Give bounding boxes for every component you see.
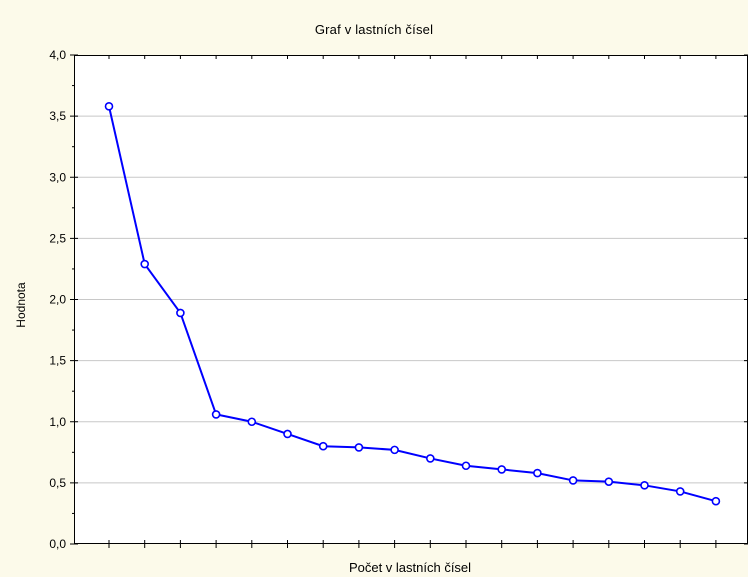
y-tick-label: 0,0 — [49, 537, 66, 551]
data-point — [140, 259, 149, 269]
y-tick-label: 2,5 — [49, 231, 66, 245]
data-point — [354, 443, 364, 452]
data-point — [568, 476, 578, 485]
data-point — [318, 441, 328, 451]
data-point — [604, 477, 614, 486]
data-point — [247, 417, 257, 427]
data-point — [390, 445, 399, 455]
y-tick-label: 3,0 — [49, 170, 66, 184]
data-point — [711, 496, 721, 506]
chart-title: Graf v lastních čísel — [314, 22, 434, 37]
data-point — [283, 429, 292, 439]
series-line — [108, 106, 717, 503]
data-point — [104, 102, 114, 111]
y-tick-label: 1,0 — [49, 415, 66, 429]
y-tick-label: 3,5 — [49, 109, 66, 123]
y-tick-label: 4,0 — [49, 48, 66, 62]
x-axis-label: Počet v lastních čísel — [348, 560, 472, 575]
data-point — [497, 465, 507, 474]
data-point — [461, 461, 471, 471]
data-point — [533, 468, 542, 478]
data-point — [675, 487, 685, 496]
data-point — [211, 410, 221, 419]
y-tick-label: 2,0 — [49, 293, 66, 307]
y-tick-label: 0,5 — [49, 476, 66, 490]
data-point — [425, 454, 435, 463]
data-point — [640, 481, 649, 490]
data-point — [176, 308, 185, 318]
y-tick-label: 1,5 — [49, 354, 66, 368]
